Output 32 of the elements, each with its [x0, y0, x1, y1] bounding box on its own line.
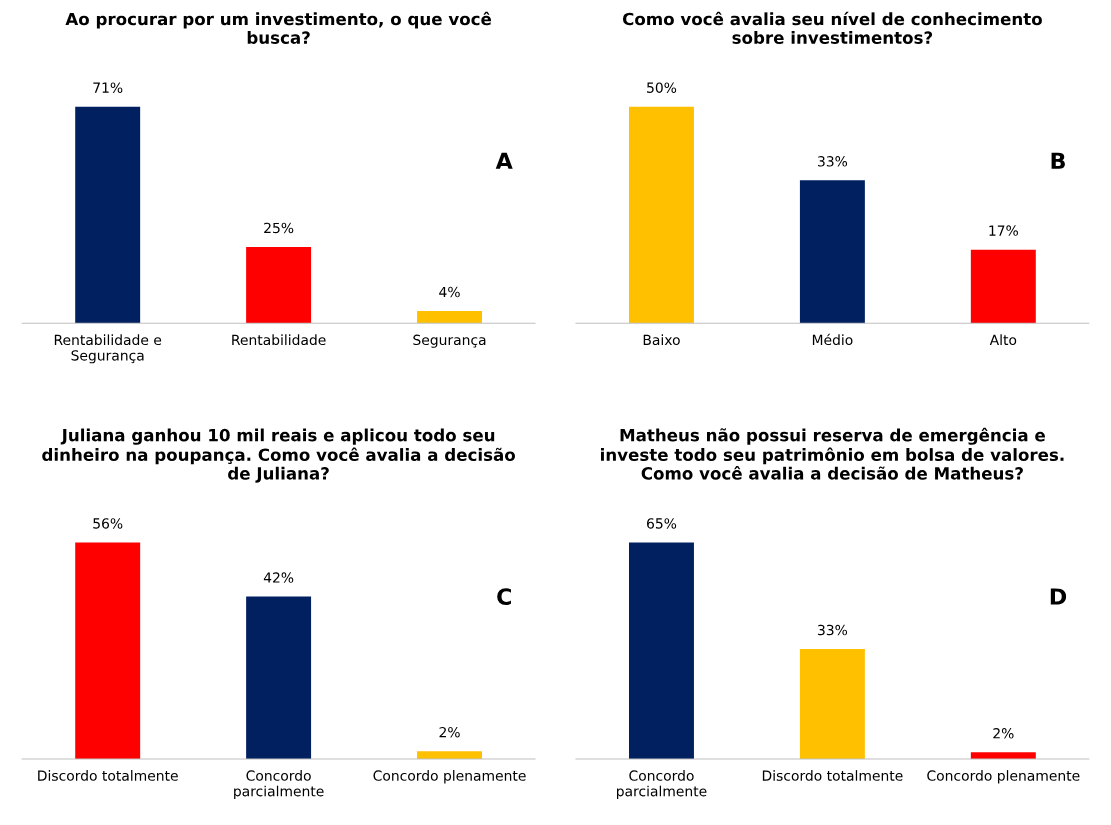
chart-title: Como você avalia seu nível de conhecimento sobre investimentos? [622, 11, 1042, 44]
chart-title: Matheus não possui reserva de emergência e investe todo seu patrimônio em bolsa de valores. Como você avalia a decisão de Matheus? [601, 427, 1064, 480]
x-tick-label: Alto [989, 334, 1017, 346]
data-label: 50% [647, 82, 677, 93]
x-tick-label: Baixo [643, 334, 680, 346]
data-label: 42% [263, 572, 294, 583]
x-tick-label: Concordo parcialmente [234, 770, 324, 800]
x-tick-label: Segurança [413, 334, 486, 348]
data-label: 25% [264, 222, 294, 234]
data-label: 71% [93, 82, 123, 93]
x-tick-label: Rentabilidade e Segurança [54, 334, 162, 364]
x-tick-label: Concordo plenamente [927, 770, 1080, 784]
x-tick-label: Rentabilidade [232, 334, 326, 346]
x-tick-label: Concordo parcialmente [617, 770, 707, 800]
x-tick-label: Concordo plenamente [373, 770, 526, 784]
x-tick-label: Discordo totalmente [762, 770, 903, 781]
annotation: B [1051, 152, 1065, 169]
chart-title: Ao procurar por um investimento, o que você busca? [65, 11, 492, 44]
data-label: 4% [439, 286, 460, 298]
x-tick-label: Médio [812, 333, 853, 346]
x-tick-label: Discordo totalmente [38, 770, 178, 781]
annotation: D [1050, 588, 1067, 605]
annotation: C [497, 588, 511, 605]
data-label: 17% [989, 225, 1018, 236]
data-label: 2% [439, 726, 460, 738]
annotation: A [495, 152, 513, 169]
chart-title: Juliana ganhou 10 mil reais e aplicou todo seu dinheiro na poupança. Como você avalia a decisão de Juliana? [42, 428, 516, 483]
data-label: 56% [93, 518, 123, 529]
data-label: 2% [993, 728, 1014, 739]
data-label: 65% [647, 518, 677, 529]
data-label: 33% [818, 624, 848, 636]
data-label: 33% [818, 156, 848, 167]
